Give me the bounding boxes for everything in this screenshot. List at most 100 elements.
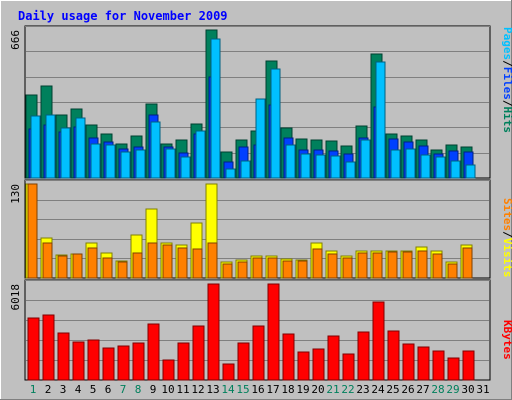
day-label-28: 28 [431, 383, 444, 396]
legend-item: Hits [501, 107, 512, 134]
bar-pages-day-14 [225, 168, 236, 179]
bar-sites-day-22 [342, 257, 353, 279]
day-label-12: 12 [191, 383, 204, 396]
y-max-label: 666 [9, 30, 22, 50]
day-label-14: 14 [221, 383, 235, 396]
bar-pages-day-5 [90, 143, 101, 179]
bar-kbytes-day-23 [357, 331, 370, 381]
bar-kbytes-day-19 [297, 351, 310, 381]
bar-kbytes-day-7 [117, 345, 130, 381]
day-label-16: 16 [251, 383, 264, 396]
bar-kbytes-day-30 [462, 350, 475, 381]
bar-sites-day-21 [327, 253, 338, 279]
bar-sites-day-11 [177, 247, 188, 279]
bar-pages-day-18 [285, 144, 296, 179]
bar-kbytes-day-28 [432, 350, 445, 381]
bar-pages-day-21 [330, 155, 341, 179]
bar-kbytes-day-16 [252, 325, 265, 381]
bar-kbytes-day-26 [402, 343, 415, 381]
day-label-7: 7 [120, 383, 127, 396]
bar-sites-day-5 [87, 247, 98, 279]
legend-item: Files [501, 67, 512, 100]
bar-kbytes-day-9 [147, 323, 160, 381]
bar-pages-day-26 [405, 148, 416, 179]
bar-pages-day-15 [240, 160, 251, 179]
day-label-4: 4 [75, 383, 82, 396]
bar-sites-day-29 [447, 263, 458, 279]
bar-sites-day-18 [282, 260, 293, 279]
day-label-27: 27 [416, 383, 429, 396]
day-label-2: 2 [45, 383, 52, 396]
bar-sites-day-1 [27, 183, 38, 279]
bar-kbytes-day-22 [342, 353, 355, 381]
bar-sites-day-2 [42, 242, 53, 279]
bar-pages-day-1 [30, 115, 41, 179]
bar-sites-day-8 [132, 252, 143, 279]
day-label-3: 3 [60, 383, 67, 396]
y-max-label: 130 [9, 184, 22, 204]
bar-sites-day-27 [417, 250, 428, 279]
legend-item: KBytes [501, 320, 512, 360]
day-label-10: 10 [161, 383, 174, 396]
bar-pages-day-16 [255, 98, 266, 179]
bar-sites-day-17 [267, 257, 278, 279]
day-label-30: 30 [461, 383, 474, 396]
bar-sites-day-3 [57, 255, 68, 279]
bar-kbytes-day-6 [102, 347, 115, 381]
bar-pages-day-17 [270, 68, 281, 179]
bar-kbytes-day-18 [282, 333, 295, 381]
day-label-25: 25 [386, 383, 399, 396]
bar-sites-day-26 [402, 251, 413, 279]
bar-kbytes-day-29 [447, 357, 460, 381]
bar-pages-day-4 [75, 117, 86, 179]
chart-panels: 666 130 6018 [9, 25, 491, 381]
chart-title: Daily usage for November 2009 [18, 9, 228, 23]
bar-pages-day-13 [210, 38, 221, 179]
day-label-19: 19 [296, 383, 309, 396]
day-label-26: 26 [401, 383, 414, 396]
bar-sites-day-30 [462, 247, 473, 279]
day-label-21: 21 [326, 383, 339, 396]
bar-pages-day-19 [300, 153, 311, 179]
bar-kbytes-day-17 [267, 283, 280, 381]
panel-hits-files-pages: 666 [9, 25, 491, 179]
day-label-18: 18 [281, 383, 294, 396]
y-max-label: 6018 [9, 284, 22, 311]
bar-pages-day-20 [315, 154, 326, 179]
bar-kbytes-day-1 [27, 317, 40, 381]
day-label-15: 15 [236, 383, 249, 396]
day-label-17: 17 [266, 383, 279, 396]
bar-pages-day-3 [60, 127, 71, 179]
bar-kbytes-day-24 [372, 301, 385, 381]
bar-pages-day-29 [450, 160, 461, 179]
bar-sites-day-20 [312, 248, 323, 279]
bar-sites-day-25 [387, 251, 398, 279]
bar-kbytes-day-15 [237, 342, 250, 381]
bar-kbytes-day-2 [42, 314, 55, 381]
legend-item: Sites [501, 198, 512, 231]
bar-pages-day-28 [435, 156, 446, 179]
bar-pages-day-8 [135, 149, 146, 179]
bar-sites-day-12 [192, 248, 203, 279]
bar-sites-day-4 [72, 253, 83, 279]
panel-kbytes: 6018 [9, 279, 491, 381]
bar-kbytes-day-11 [177, 342, 190, 381]
bar-pages-day-2 [45, 114, 56, 179]
legend-item: / [501, 231, 512, 238]
day-label-6: 6 [105, 383, 112, 396]
bar-sites-day-28 [432, 253, 443, 279]
legend-item: / [501, 100, 512, 107]
bar-kbytes-day-25 [387, 330, 400, 381]
bar-kbytes-day-14 [222, 363, 235, 381]
bar-pages-day-24 [375, 61, 386, 179]
bar-sites-day-19 [297, 260, 308, 279]
day-label-24: 24 [371, 383, 385, 396]
bar-kbytes-day-10 [162, 359, 175, 381]
day-label-31: 31 [476, 383, 489, 396]
bar-sites-day-23 [357, 252, 368, 279]
day-labels: 1 2 3 4 5 6 7 8 9 10 11 12 13 14 15 16 17 18 19 20 21 22 23 24 2… [30, 383, 490, 396]
bar-sites-day-15 [237, 261, 248, 279]
bar-kbytes-day-4 [72, 341, 85, 381]
day-label-8: 8 [135, 383, 142, 396]
